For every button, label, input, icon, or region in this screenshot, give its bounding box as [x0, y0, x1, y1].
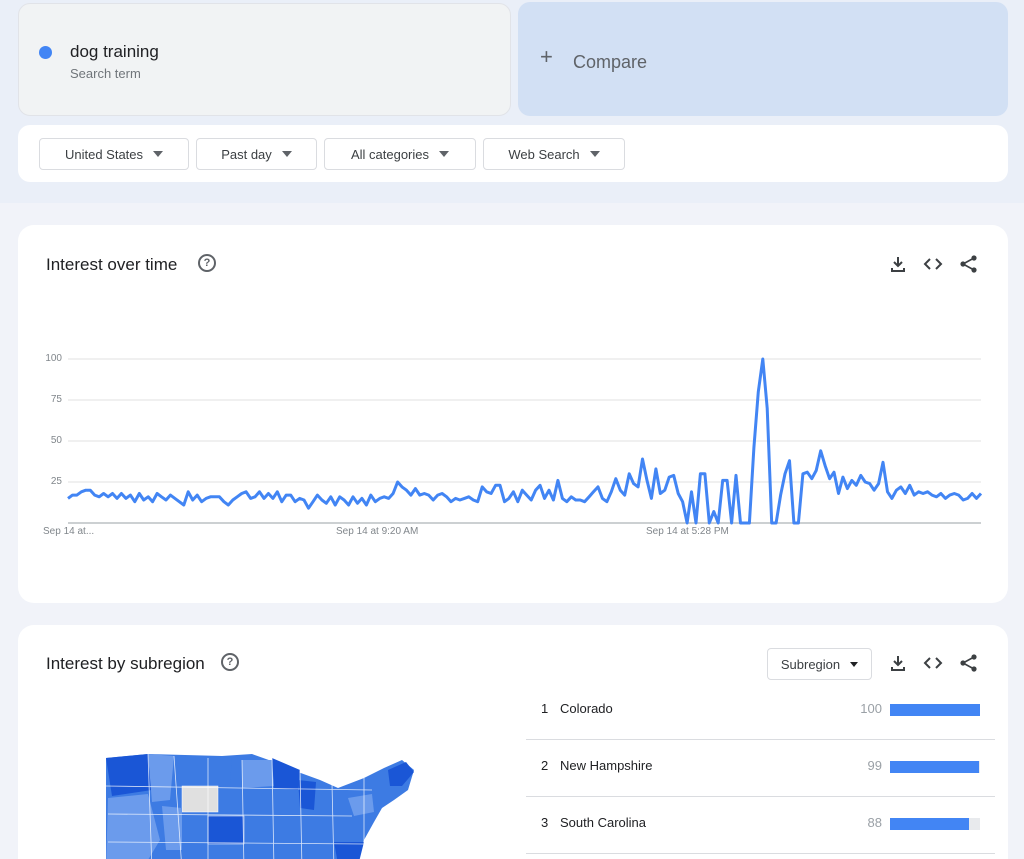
- map-region-montana[interactable]: [174, 756, 232, 786]
- search-type-filter[interactable]: Web Search: [483, 138, 625, 170]
- plus-icon: +: [540, 44, 553, 69]
- x-tick-label: Sep 14 at 5:28 PM: [646, 526, 729, 537]
- search-type-filter-label: Web Search: [508, 146, 580, 162]
- row-bar-track: [890, 704, 980, 716]
- map-region-carolinas[interactable]: [334, 842, 364, 859]
- map-region-minnesota[interactable]: [272, 758, 300, 790]
- embed-code-icon[interactable]: [922, 253, 944, 275]
- time-range-filter-label: Past day: [221, 146, 272, 162]
- row-rank: 3: [541, 815, 549, 830]
- caret-down-icon: [850, 661, 859, 667]
- search-term-type: Search term: [70, 66, 141, 81]
- row-bar-fill: [890, 818, 970, 830]
- y-tick-label: 100: [45, 353, 62, 364]
- resolution-select[interactable]: Subregion: [767, 648, 872, 680]
- region-filter[interactable]: United States: [39, 138, 189, 170]
- x-tick-label: Sep 14 at...: [43, 526, 95, 537]
- category-filter-label: All categories: [350, 146, 430, 162]
- row-bar-track: [890, 761, 980, 773]
- caret-down-icon: [281, 151, 292, 157]
- row-bar-fill: [890, 761, 980, 773]
- share-icon[interactable]: [958, 253, 980, 275]
- y-tick-label: 25: [50, 476, 62, 487]
- interest-line-chart: [67, 357, 983, 525]
- y-tick-label: 75: [50, 394, 62, 405]
- compare-button[interactable]: + Compare: [518, 2, 1008, 116]
- time-range-filter[interactable]: Past day: [196, 138, 317, 170]
- interest-by-subregion-title: Interest by subregion: [46, 654, 205, 673]
- row-bar-fill: [890, 704, 980, 716]
- embed-code-icon[interactable]: [922, 652, 944, 674]
- subregion-row[interactable]: 3 South Carolina 88: [526, 798, 995, 854]
- share-icon[interactable]: [958, 652, 980, 674]
- interest-over-time-title: Interest over time: [46, 255, 178, 274]
- map-region-nevada-utah[interactable]: [162, 806, 182, 850]
- caret-down-icon: [589, 151, 600, 157]
- map-region-washington-oregon[interactable]: [106, 754, 152, 796]
- row-value: 88: [867, 815, 882, 830]
- search-term-card[interactable]: dog training Search term: [18, 3, 511, 116]
- region-filter-label: United States: [64, 146, 144, 162]
- interest-by-subregion-card: Interest by subregion ? Subregion: [18, 625, 1008, 859]
- map-region-idaho[interactable]: [148, 754, 174, 802]
- map-region-colorado[interactable]: [207, 815, 245, 845]
- subregion-row[interactable]: 2 New Hampshire 99: [526, 741, 995, 797]
- subregion-map[interactable]: [102, 750, 422, 859]
- interest-over-time-card: Interest over time ? 100 75 50 25 Sep 14…: [18, 225, 1008, 603]
- compare-label: Compare: [573, 52, 648, 72]
- resolution-select-label: Subregion: [780, 656, 841, 672]
- caret-down-icon: [439, 151, 450, 157]
- subregion-row[interactable]: 1 Colorado 100: [526, 684, 995, 740]
- filters-bar: United States Past day All categories We…: [18, 125, 1008, 182]
- map-region-dakotas[interactable]: [242, 760, 274, 788]
- row-region-name: South Carolina: [560, 815, 646, 830]
- row-rank: 1: [541, 701, 549, 716]
- row-value: 100: [860, 701, 882, 716]
- map-region-wisconsin[interactable]: [298, 780, 316, 810]
- map-region-no-data[interactable]: [181, 785, 219, 813]
- row-region-name: Colorado: [560, 701, 613, 716]
- term-color-dot: [39, 46, 52, 59]
- caret-down-icon: [153, 151, 164, 157]
- map-region-california[interactable]: [106, 794, 160, 859]
- download-icon[interactable]: [887, 253, 909, 275]
- category-filter[interactable]: All categories: [324, 138, 476, 170]
- row-region-name: New Hampshire: [560, 758, 653, 773]
- search-term-label[interactable]: dog training: [70, 42, 159, 61]
- map-region-new-england[interactable]: [388, 762, 414, 786]
- row-bar-track: [890, 818, 980, 830]
- help-icon[interactable]: ?: [198, 254, 216, 272]
- row-value: 99: [867, 758, 882, 773]
- help-icon[interactable]: ?: [221, 653, 239, 671]
- series-line[interactable]: [67, 357, 983, 525]
- x-tick-label: Sep 14 at 9:20 AM: [336, 526, 419, 537]
- y-tick-label: 50: [50, 435, 62, 446]
- map-region-pennsylvania[interactable]: [348, 794, 374, 816]
- download-icon[interactable]: [887, 652, 909, 674]
- row-rank: 2: [541, 758, 549, 773]
